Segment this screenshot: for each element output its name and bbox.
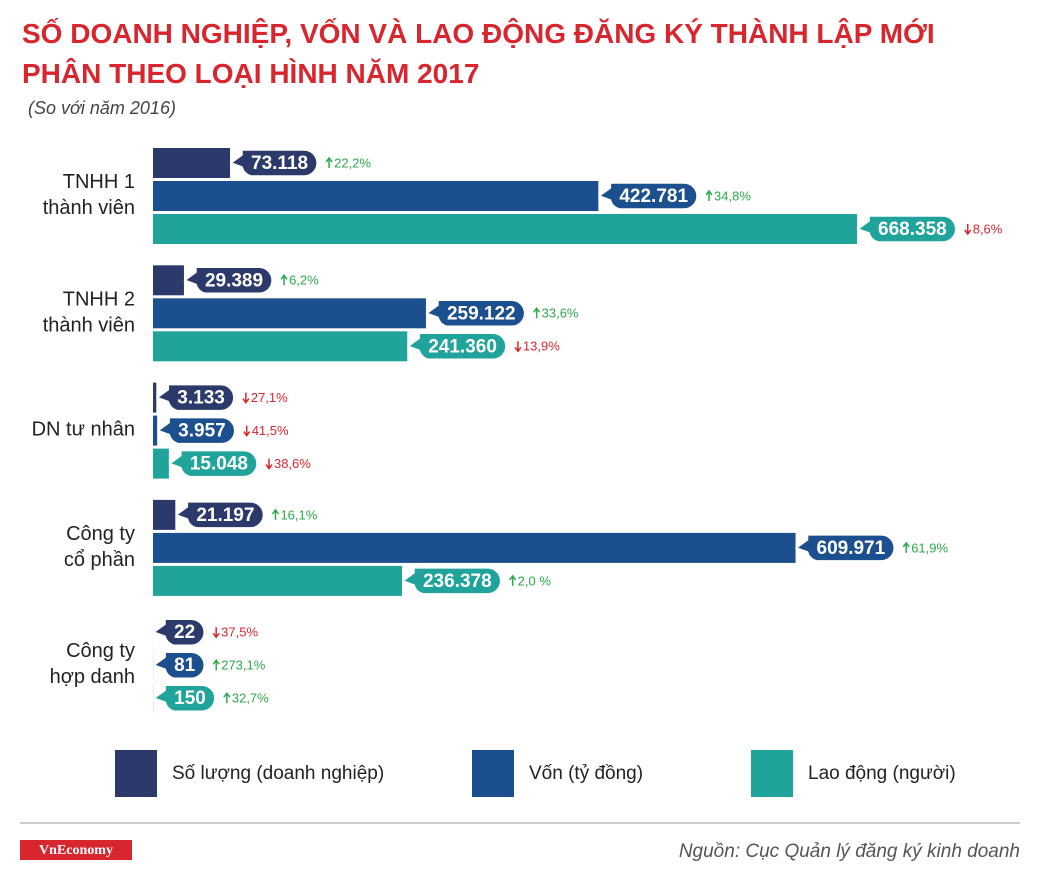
change-arrow	[212, 627, 220, 639]
value-bubble	[229, 149, 318, 177]
change-arrow	[514, 341, 522, 353]
category-line: Công ty	[66, 523, 135, 545]
value-bubble	[794, 534, 895, 562]
change-label: 273,1%	[221, 658, 266, 673]
category-line: cổ phần	[64, 549, 135, 571]
change-label: 2,0 %	[518, 573, 552, 588]
change-arrow	[265, 458, 273, 470]
bar	[153, 448, 169, 479]
value-bubble	[168, 449, 258, 478]
change-arrow	[223, 691, 231, 704]
value-bubble	[401, 567, 502, 595]
change-arrow	[212, 658, 220, 671]
value-bubble	[152, 618, 205, 646]
value-bubble	[183, 266, 273, 295]
change-label: 34,8%	[714, 188, 751, 203]
value-bubble	[152, 651, 205, 679]
legend-label: Số lượng (doanh nghiệp)	[172, 763, 384, 784]
bar	[153, 214, 858, 244]
value-label: 73.118	[251, 153, 308, 174]
legend-swatch	[472, 750, 514, 797]
change-label: 41,5%	[252, 423, 289, 438]
value-bubble	[406, 332, 507, 361]
bar	[153, 415, 158, 446]
change-label: 38,6%	[274, 456, 311, 471]
bar	[153, 298, 426, 329]
value-bubble	[152, 684, 216, 712]
value-label: 15.048	[190, 454, 248, 475]
chart-subtitle: (So với năm 2016)	[28, 98, 176, 118]
change-arrow	[533, 307, 541, 319]
value-label: 236.378	[423, 571, 492, 592]
change-label: 13,9%	[523, 339, 560, 354]
bar	[153, 148, 231, 178]
bar	[153, 532, 796, 563]
change-label: 61,9%	[911, 540, 948, 555]
legend-swatch	[115, 750, 157, 797]
value-label: 21.197	[196, 505, 254, 526]
change-label: 22,2%	[334, 155, 371, 170]
change-label: 16,1%	[280, 507, 317, 522]
bar	[153, 565, 402, 596]
bar	[153, 331, 408, 362]
category-label: Công ty cổ phần	[64, 523, 135, 571]
change-arrow	[271, 508, 280, 520]
category-line: hợp danh	[50, 666, 135, 688]
value-label: 241.360	[428, 336, 497, 357]
change-arrow	[242, 392, 250, 404]
bar	[153, 265, 184, 296]
legend-label: Lao động (người)	[808, 763, 956, 784]
change-arrow	[280, 274, 288, 286]
value-label: 259.122	[447, 303, 516, 324]
value-label: 422.781	[619, 186, 688, 207]
category-label: DN tư nhân	[32, 419, 135, 441]
bar	[153, 382, 157, 413]
value-bubble	[155, 383, 235, 412]
value-label: 81	[174, 655, 196, 676]
category-line: TNHH 2	[63, 289, 135, 311]
value-label: 150	[174, 688, 206, 709]
change-arrow	[964, 224, 972, 236]
change-label: 37,5%	[221, 625, 258, 640]
change-label: 32,7%	[232, 691, 269, 706]
value-label: 3.133	[177, 388, 225, 409]
bar	[153, 181, 599, 211]
legend-label: Vốn (tỷ đồng)	[529, 763, 643, 784]
category-label: Công ty hợp danh	[50, 640, 135, 688]
change-arrow	[902, 541, 910, 553]
change-arrow	[705, 189, 713, 201]
change-label: 6,2%	[289, 273, 319, 288]
change-arrow	[509, 574, 517, 586]
source: Nguồn: Cục Quản lý đăng ký kinh doanh	[679, 841, 1020, 862]
logo-box	[20, 840, 132, 860]
value-bubble	[597, 182, 698, 210]
change-label: 8,6%	[973, 221, 1003, 236]
change-label: 33,6%	[542, 306, 579, 321]
category-line: thành viên	[43, 315, 135, 337]
value-bubble	[156, 416, 236, 445]
value-bubble	[425, 299, 526, 328]
change-label: 27,1%	[251, 390, 288, 405]
change-arrow	[325, 156, 333, 168]
value-label: 22	[174, 622, 195, 643]
value-bubble	[174, 501, 265, 529]
legend-swatch	[751, 750, 793, 797]
value-label: 609.971	[817, 538, 886, 559]
value-label: 29.389	[205, 270, 263, 291]
bar	[153, 499, 176, 530]
category-line: TNHH 1	[63, 171, 135, 193]
logo: VnEconomy	[39, 843, 113, 858]
category-line: DN tư nhân	[32, 419, 135, 441]
category-line: Công ty	[66, 640, 135, 662]
value-label: 668.358	[878, 219, 947, 240]
value-label: 3.957	[178, 421, 226, 442]
category-label: TNHH 1 thành viên	[43, 171, 135, 219]
category-line: thành viên	[43, 197, 135, 219]
category-label: TNHH 2 thành viên	[43, 289, 135, 337]
chart-title: SỐ DOANH NGHIỆP, VỐN VÀ LAO ĐỘNG ĐĂNG KÝ…	[22, 18, 935, 89]
value-bubble	[856, 215, 957, 243]
change-arrow	[243, 425, 251, 437]
